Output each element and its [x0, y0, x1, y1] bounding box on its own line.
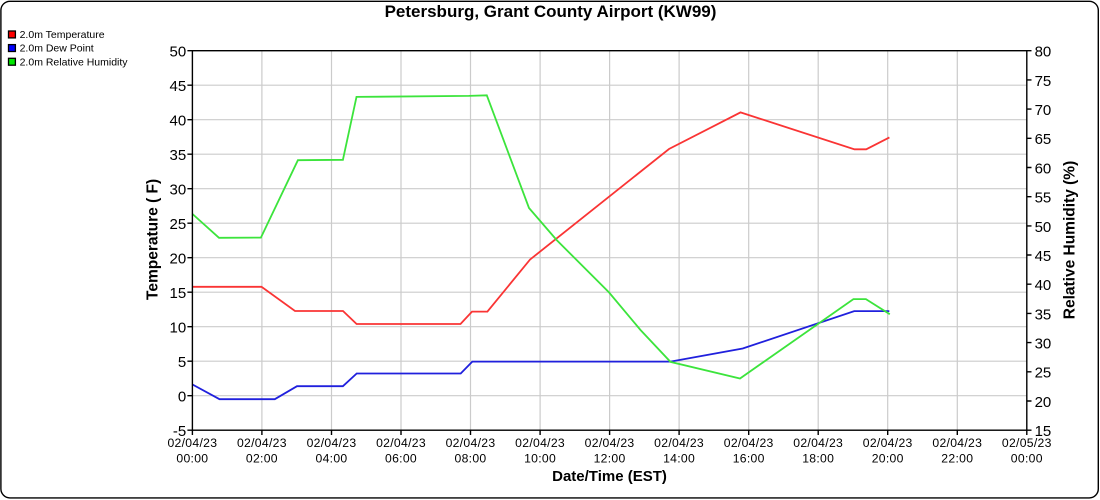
svg-text:35: 35: [1035, 306, 1052, 323]
svg-text:75: 75: [1035, 73, 1052, 90]
svg-text:02/04/23: 02/04/23: [237, 436, 287, 450]
svg-text:04:00: 04:00: [316, 452, 348, 466]
svg-text:02/04/23: 02/04/23: [167, 436, 217, 450]
svg-text:30: 30: [170, 182, 187, 199]
svg-text:2.0m Dew Point: 2.0m Dew Point: [20, 43, 94, 55]
svg-text:50: 50: [1035, 219, 1052, 236]
svg-text:70: 70: [1035, 102, 1052, 119]
svg-text:02/04/23: 02/04/23: [307, 436, 357, 450]
svg-text:65: 65: [1035, 131, 1052, 148]
svg-text:25: 25: [1035, 365, 1052, 382]
svg-text:10: 10: [170, 320, 187, 337]
svg-text:20:00: 20:00: [872, 452, 904, 466]
svg-text:40: 40: [1035, 277, 1052, 294]
svg-text:15: 15: [1035, 423, 1052, 440]
svg-text:10:00: 10:00: [524, 452, 556, 466]
svg-text:02/04/23: 02/04/23: [793, 436, 843, 450]
svg-text:5: 5: [178, 354, 186, 371]
svg-text:Date/Time (EST): Date/Time (EST): [552, 468, 667, 485]
svg-text:00:00: 00:00: [176, 452, 208, 466]
svg-text:Temperature ( F): Temperature ( F): [145, 179, 162, 300]
svg-text:Relative Humidity (%): Relative Humidity (%): [1062, 161, 1079, 319]
svg-text:16:00: 16:00: [733, 452, 765, 466]
svg-text:02/04/23: 02/04/23: [863, 436, 913, 450]
svg-text:08:00: 08:00: [455, 452, 487, 466]
svg-text:35: 35: [170, 147, 187, 164]
svg-text:20: 20: [170, 251, 187, 268]
svg-text:Petersburg, Grant County Airpo: Petersburg, Grant County Airport (KW99): [385, 2, 717, 21]
svg-text:50: 50: [170, 44, 187, 61]
svg-text:02/04/23: 02/04/23: [724, 436, 774, 450]
svg-text:18:00: 18:00: [802, 452, 834, 466]
svg-text:02:00: 02:00: [246, 452, 278, 466]
svg-text:02/04/23: 02/04/23: [376, 436, 426, 450]
svg-text:00:00: 00:00: [1011, 452, 1043, 466]
svg-text:02/04/23: 02/04/23: [932, 436, 982, 450]
svg-text:55: 55: [1035, 190, 1052, 207]
svg-text:25: 25: [170, 216, 187, 233]
svg-text:12:00: 12:00: [594, 452, 626, 466]
svg-text:0: 0: [178, 389, 186, 406]
svg-text:2.0m Relative Humidity: 2.0m Relative Humidity: [20, 56, 129, 68]
svg-text:60: 60: [1035, 160, 1052, 177]
svg-text:02/04/23: 02/04/23: [515, 436, 565, 450]
svg-text:80: 80: [1035, 44, 1052, 61]
svg-text:02/04/23: 02/04/23: [654, 436, 704, 450]
svg-text:45: 45: [170, 78, 187, 95]
svg-text:22:00: 22:00: [941, 452, 973, 466]
svg-text:02/04/23: 02/04/23: [446, 436, 496, 450]
svg-text:15: 15: [170, 285, 187, 302]
svg-text:06:00: 06:00: [385, 452, 417, 466]
svg-text:02/04/23: 02/04/23: [585, 436, 635, 450]
svg-text:02/05/23: 02/05/23: [1002, 436, 1052, 450]
svg-text:2.0m Temperature: 2.0m Temperature: [20, 29, 105, 41]
svg-text:14:00: 14:00: [663, 452, 695, 466]
svg-text:30: 30: [1035, 336, 1052, 353]
svg-text:20: 20: [1035, 394, 1052, 411]
svg-text:45: 45: [1035, 248, 1052, 265]
svg-text:-5: -5: [173, 423, 186, 440]
svg-text:40: 40: [170, 113, 187, 130]
